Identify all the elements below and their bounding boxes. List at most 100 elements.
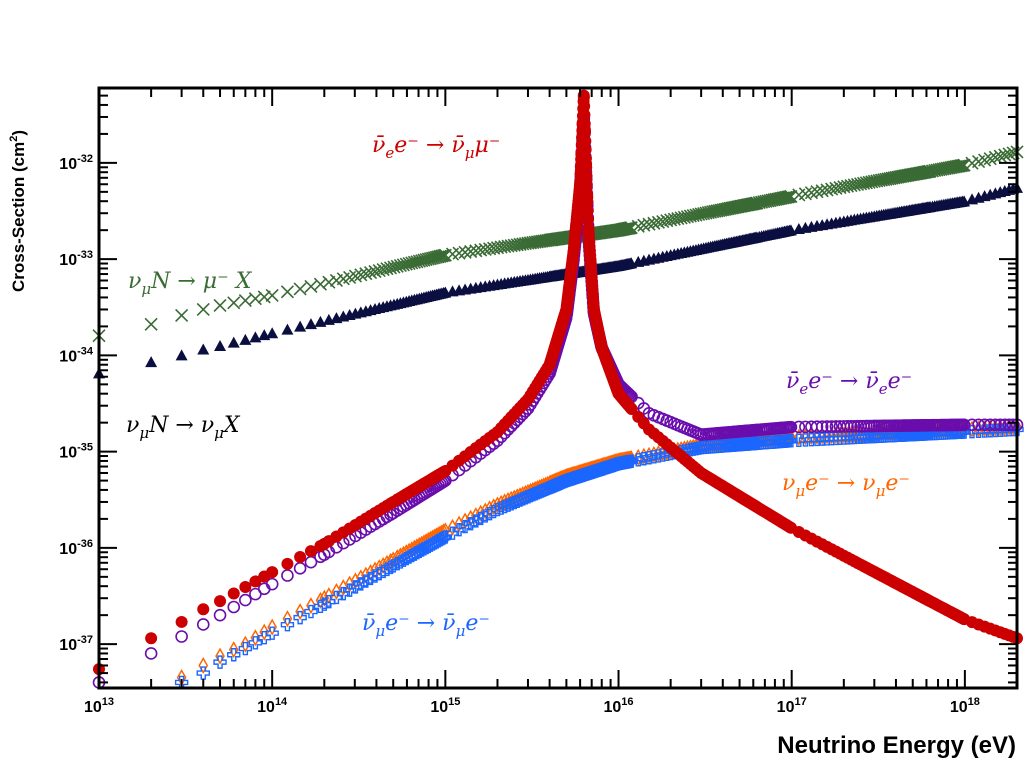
y-tick-label-exp: -36 [77, 538, 93, 550]
process-label-part: μ [876, 482, 886, 500]
x-tick-label-exp: 14 [275, 696, 288, 708]
data-point [144, 647, 158, 660]
process-label-part: μ [465, 144, 475, 162]
x-axis-title: Neutrino Energy (eV) [777, 732, 1016, 759]
data-point [239, 333, 252, 345]
x-tick-label-exp: 15 [448, 696, 460, 708]
data-point [359, 574, 373, 588]
x-tick-label-base: 10 [777, 699, 795, 716]
data-point [993, 418, 1007, 432]
data-point [304, 318, 317, 330]
plot-frame [97, 86, 1019, 690]
data-point [368, 264, 382, 279]
data-point [197, 343, 210, 355]
x-tick-label-base: 10 [603, 699, 621, 716]
data-point [825, 420, 838, 433]
process-label-part: ν [128, 269, 141, 294]
data-point [820, 420, 834, 433]
data-point [521, 490, 535, 504]
data-point [825, 182, 839, 196]
data-point [227, 296, 241, 310]
process-label-part: μ [214, 424, 224, 442]
data-point [248, 636, 263, 650]
data-point [249, 331, 262, 343]
y-tick-label-base: 10 [59, 348, 77, 365]
data-point [282, 610, 293, 628]
y-tick-label: 10-34 [59, 345, 94, 365]
data-point [452, 523, 466, 537]
data-point [295, 603, 305, 621]
data-point [989, 418, 1002, 432]
y-tick-label-exp: -33 [77, 249, 93, 261]
data-point [631, 219, 645, 233]
x-tick-label: 1015 [430, 696, 460, 716]
data-point [656, 214, 670, 229]
data-point [469, 514, 483, 528]
x-tick-label-exp: 13 [102, 696, 114, 708]
data-point [364, 265, 378, 280]
process-label-part: μ [795, 482, 805, 500]
process-label-part: μ [141, 280, 151, 298]
data-point [348, 580, 363, 594]
x-tick-label: 1014 [257, 696, 288, 716]
y-tick-label-base: 10 [59, 156, 77, 173]
data-point [804, 186, 818, 200]
data-point [399, 257, 413, 271]
data-point [239, 593, 252, 607]
process-label-part: e [879, 380, 888, 398]
data-point [281, 557, 294, 570]
y-tick-label: 10-33 [59, 249, 93, 269]
process-label: ν̄ee⁻ → ν̄μμ⁻ [372, 133, 500, 162]
data-point [647, 450, 661, 464]
data-point [651, 215, 665, 229]
data-point [281, 323, 294, 335]
data-point [458, 245, 472, 259]
process-label-part: e⁻ → ν̄ [808, 369, 878, 394]
process-label-part: μ [139, 424, 149, 442]
data-point [637, 452, 651, 466]
data-point [342, 583, 357, 597]
data-point [238, 641, 253, 656]
y-axis-title: Cross-Section (cm2) [8, 130, 28, 292]
process-label-part: μ [375, 622, 385, 640]
data-point [810, 420, 824, 434]
process-label-part: X [222, 413, 241, 438]
data-point [354, 577, 368, 591]
data-point [848, 419, 861, 433]
data-point [579, 135, 592, 148]
y-tick-label: 10-32 [59, 153, 93, 173]
data-point [306, 597, 316, 615]
data-point [965, 418, 979, 432]
x-tick-label-base: 10 [430, 699, 448, 716]
data-point [435, 249, 449, 263]
data-point [1002, 147, 1016, 161]
process-label-part: ν [126, 413, 139, 438]
data-point [405, 256, 419, 270]
data-point [1002, 418, 1016, 432]
y-tick-label-exp: -32 [77, 153, 93, 165]
series-0 [92, 145, 1024, 343]
data-point [293, 610, 307, 625]
tick-labels-layer: 1013 1014 1015 1016 1017 101810-3710-3610-351… [59, 153, 980, 716]
process-label: νμN → μ⁻ X [128, 269, 253, 298]
data-point [624, 454, 638, 468]
data-point [266, 566, 279, 579]
data-point [841, 420, 854, 433]
data-point [957, 158, 971, 172]
data-point [354, 268, 368, 282]
data-point [436, 531, 451, 545]
data-point [280, 617, 295, 632]
data-point [145, 356, 158, 368]
data-point [294, 550, 307, 563]
y-tick-label-base: 10 [59, 541, 77, 558]
x-tick-label-exp: 16 [621, 696, 633, 708]
y-axis-title-close: ) [9, 130, 28, 136]
data-point [265, 577, 279, 591]
data-point [779, 190, 793, 204]
data-point [227, 600, 241, 614]
process-label-part: e [385, 144, 394, 162]
process-label-part: μ [456, 622, 466, 640]
process-label-part: ν̄ [372, 133, 385, 158]
